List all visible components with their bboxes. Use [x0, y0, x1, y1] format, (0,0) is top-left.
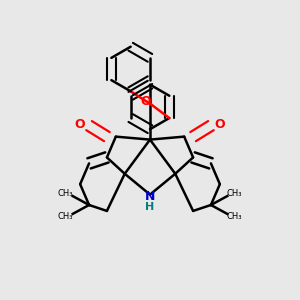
Text: O: O: [141, 95, 152, 108]
Text: CH₃: CH₃: [227, 189, 242, 198]
Text: N: N: [145, 190, 155, 202]
Text: O: O: [75, 118, 86, 130]
Text: CH₃: CH₃: [58, 212, 73, 221]
Text: CH₃: CH₃: [58, 189, 73, 198]
Text: CH₃: CH₃: [227, 212, 242, 221]
Text: O: O: [214, 118, 225, 130]
Text: H: H: [146, 202, 154, 212]
